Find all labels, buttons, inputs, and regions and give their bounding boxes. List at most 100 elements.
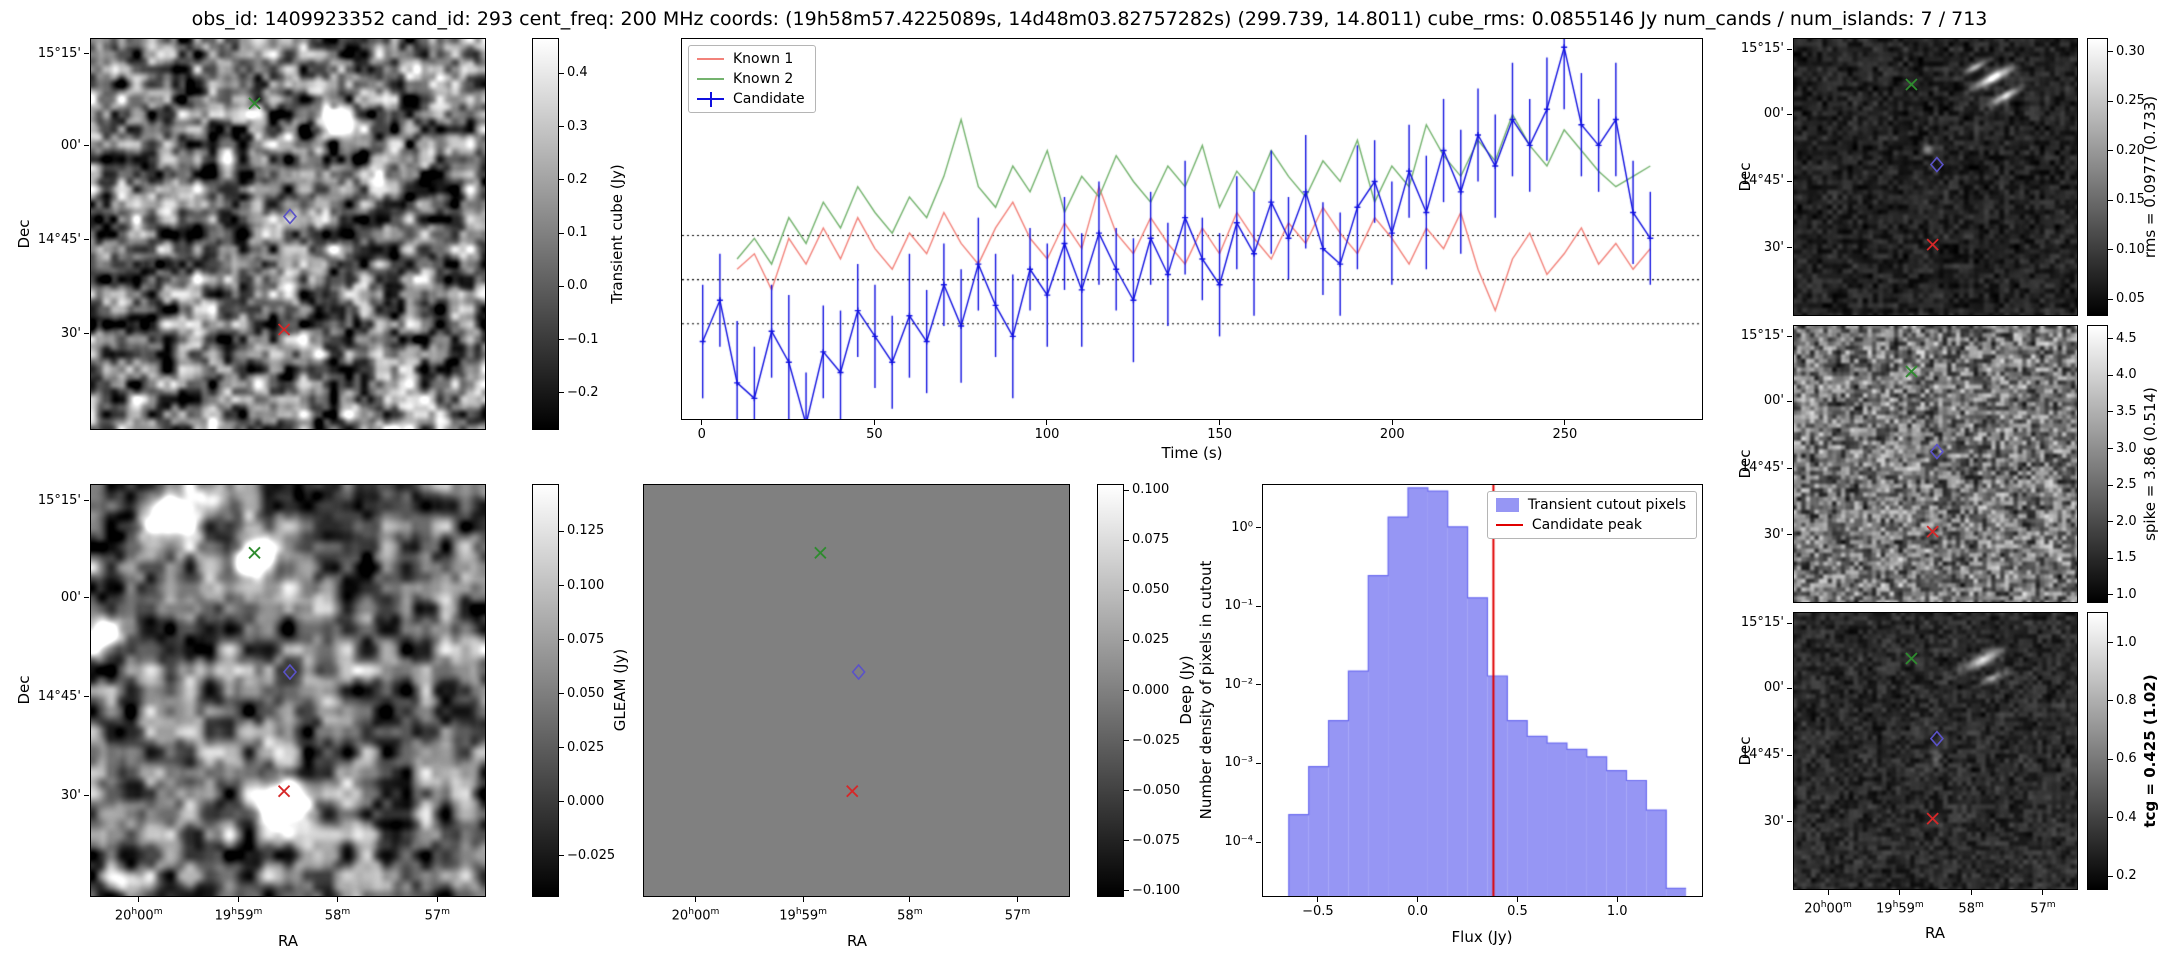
tick-label: 0.125: [567, 523, 605, 539]
tick-mark: [1827, 890, 1829, 895]
tick-mark: [1787, 754, 1792, 756]
tick-mark: [1787, 113, 1792, 115]
tick-label: 1.0: [2116, 586, 2137, 602]
histogram-panel: [1262, 484, 1703, 897]
histogram-legend: Transient cutout pixels Candidate peak: [1486, 491, 1697, 539]
deep-colorbar-label: Deep (Jy): [1177, 655, 1195, 725]
time-axis-label: Time (s): [1161, 444, 1223, 462]
tick-mark: [1124, 790, 1129, 792]
ra-axis-label: RA: [1924, 924, 1946, 942]
tick-label: −0.025: [567, 847, 616, 863]
tick-label: 15°15': [1740, 41, 1784, 57]
tick-label: 0.100: [567, 577, 605, 593]
tick-mark: [695, 897, 697, 902]
tick-mark: [84, 500, 89, 502]
tick-mark: [436, 897, 438, 902]
tick-label: 0.25: [2116, 93, 2145, 109]
tick-mark: [559, 801, 564, 803]
tick-mark: [1417, 897, 1419, 902]
tick-label: 0.20: [2116, 142, 2145, 158]
tick-label: 0.000: [1132, 682, 1170, 698]
tick-mark: [337, 897, 338, 902]
tick-mark: [2108, 374, 2113, 376]
gleam-colorbar: [532, 484, 559, 897]
tick-mark: [1787, 687, 1792, 689]
legend-label-candidate-peak: Candidate peak: [1531, 517, 1643, 533]
tick-mark: [1970, 890, 1972, 895]
tick-label: 00': [1763, 680, 1784, 696]
tick-label: 10⁻¹: [1224, 598, 1253, 614]
tick-mark: [1256, 605, 1261, 607]
tick-label: 57m: [1004, 907, 1031, 924]
tick-label: 19h59m: [779, 907, 827, 924]
tick-mark: [1124, 539, 1129, 541]
rms-colorbar-label: rms = 0.0977 (0.733): [2141, 95, 2159, 259]
tick-mark: [559, 530, 564, 532]
tick-mark: [84, 696, 89, 698]
tick-mark: [559, 339, 564, 340]
tick-label: 4.5: [2116, 330, 2137, 346]
tick-label: 15°15': [37, 492, 81, 508]
tick-label: −0.1: [567, 331, 599, 347]
tick-mark: [1256, 762, 1261, 764]
tick-mark: [559, 855, 564, 857]
tick-mark: [559, 179, 564, 181]
tick-mark: [2108, 411, 2113, 413]
histogram-plot: [1263, 485, 1702, 896]
ra-axis-label: RA: [846, 932, 868, 950]
tick-label: 57m: [2030, 900, 2056, 917]
tick-mark: [1124, 690, 1129, 691]
tick-mark: [1899, 890, 1901, 895]
tick-mark: [84, 795, 89, 797]
known1-line-swatch: [697, 58, 724, 60]
tick-mark: [1317, 897, 1319, 902]
deep-colorbar: [1097, 484, 1124, 897]
tick-mark: [1124, 589, 1129, 591]
tick-label: 58m: [324, 907, 351, 924]
gleam-cutout-image: [91, 485, 485, 896]
ra-axis-label: RA: [277, 932, 299, 950]
tick-label: 4.0: [2116, 367, 2137, 383]
tick-mark: [84, 333, 89, 335]
tick-label: 0.050: [567, 685, 605, 701]
tick-label: 19h59m: [214, 907, 263, 924]
tick-mark: [2108, 817, 2113, 819]
tick-label: 0.050: [1132, 582, 1170, 598]
tick-mark: [1046, 420, 1048, 425]
tick-label: 0.0: [567, 278, 588, 294]
tick-label: 20h00m: [1804, 900, 1852, 917]
tick-label: 2.5: [2116, 477, 2137, 493]
tick-mark: [1016, 897, 1018, 902]
tick-label: 10⁻⁴: [1224, 834, 1253, 850]
candidate-errorbar-swatch: [697, 91, 724, 107]
legend-label-known1: Known 1: [733, 51, 794, 67]
rms-cutout-panel: [1793, 38, 2078, 316]
tick-mark: [1124, 489, 1129, 491]
tick-label: 0.8: [2116, 692, 2137, 708]
tick-label: 0.2: [567, 171, 588, 187]
tick-label: 10⁻²: [1224, 676, 1253, 692]
tick-label: 100: [1034, 427, 1060, 442]
tick-label: 58m: [1958, 900, 1984, 917]
rms-cutout-image: [1794, 39, 2077, 315]
tick-mark: [2108, 758, 2113, 760]
tick-label: 0.025: [567, 739, 605, 755]
tick-mark: [138, 897, 140, 902]
tick-mark: [2042, 890, 2044, 895]
tcg-cutout-image: [1794, 613, 2077, 889]
tick-label: 150: [1207, 427, 1233, 442]
tick-mark: [559, 285, 564, 287]
gleam-colorbar-label: GLEAM (Jy): [611, 648, 629, 732]
tick-mark: [2108, 51, 2113, 53]
tick-mark: [84, 53, 89, 55]
tick-label: −0.100: [1132, 882, 1181, 898]
tick-label: 00': [60, 137, 81, 153]
tick-mark: [559, 639, 564, 641]
transient-cutout-image: [91, 39, 485, 429]
tick-label: 1.0: [2116, 634, 2137, 650]
tick-mark: [1219, 420, 1221, 425]
tick-mark: [1391, 420, 1393, 425]
tick-label: 1.5: [2116, 550, 2137, 566]
tcg-cutout-panel: [1793, 612, 2078, 890]
